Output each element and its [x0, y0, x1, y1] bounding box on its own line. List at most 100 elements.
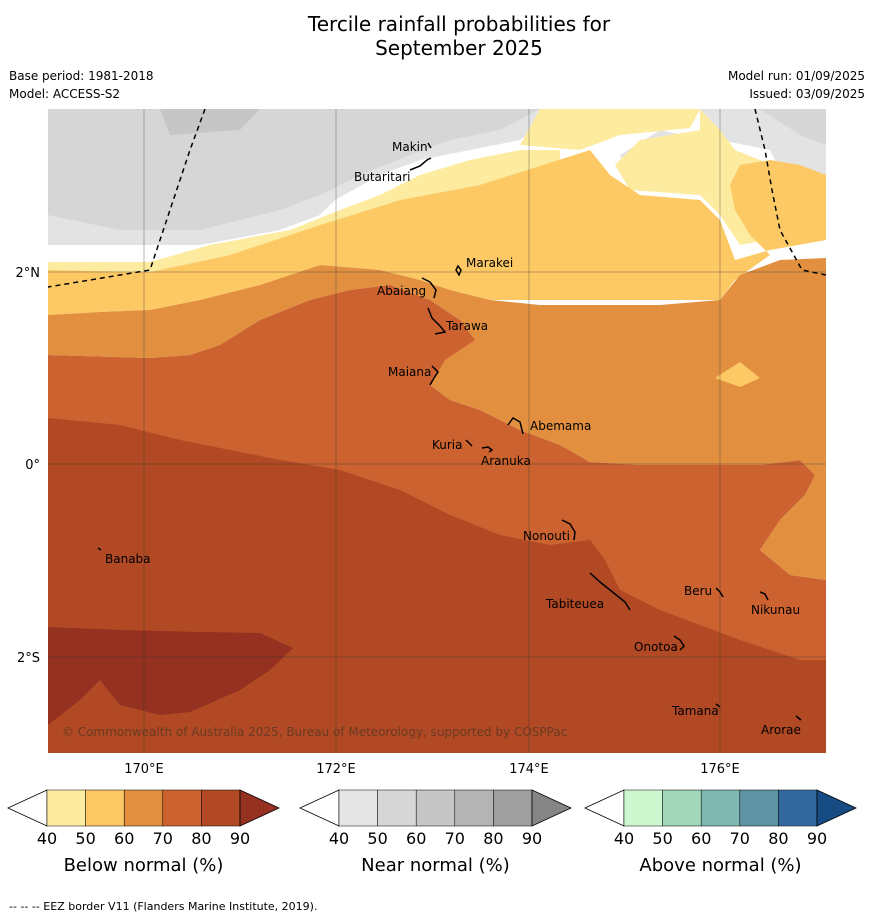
colorbar-segment — [662, 789, 702, 827]
butaritari-island — [409, 157, 432, 171]
colorbar-segment — [700, 789, 741, 827]
colorbar-segment — [778, 789, 818, 827]
tarawa-island — [427, 307, 447, 335]
place-banaba: Banaba — [105, 552, 151, 566]
colorbar-tick-label: 60 — [406, 829, 426, 848]
colorbar-tick-label: 90 — [807, 829, 827, 848]
colorbar-max-extension — [239, 789, 280, 827]
colorbar-tick-label: 40 — [614, 829, 634, 848]
lon-label-174e: 174°E — [509, 762, 549, 777]
colorbar-max-extension — [531, 789, 572, 827]
title-line-1: Tercile rainfall probabilities for — [307, 12, 611, 36]
map-title: Tercile rainfall probabilities for Septe… — [0, 12, 873, 60]
colorbar-tick-label: 90 — [230, 829, 250, 848]
place-arorae: Arorae — [761, 723, 801, 737]
nikunau-island — [759, 591, 769, 601]
colorbar-segment — [415, 789, 456, 827]
colorbar-near-normal: 40 50 60 70 80 90 Near normal (%) — [299, 789, 572, 876]
place-maiana: Maiana — [388, 365, 431, 379]
colorbar-above-normal: 40 50 60 70 80 90 Above normal (%) — [584, 789, 857, 876]
colorbar-segment — [201, 789, 241, 827]
issued-text: Issued: 03/09/2025 — [749, 87, 865, 101]
onotoa-island — [673, 635, 685, 651]
place-tabiteuea: Tabiteuea — [545, 597, 604, 611]
place-aranuka: Aranuka — [481, 454, 531, 468]
aranuka-island — [481, 446, 494, 453]
colorbar-tick-label: 90 — [522, 829, 542, 848]
place-kuria: Kuria — [432, 438, 463, 452]
graticule — [48, 109, 826, 753]
colorbar-min-extension — [584, 789, 625, 827]
lon-label-170e: 170°E — [124, 762, 164, 777]
place-tarawa: Tarawa — [445, 319, 488, 333]
lat-label-0: 0° — [25, 458, 40, 473]
colorbar-tick-label: 60 — [114, 829, 134, 848]
lon-label-176e: 176°E — [700, 762, 740, 777]
colorbar-tick-label: 70 — [730, 829, 750, 848]
tamana-island — [715, 703, 721, 708]
colorbar-min-extension — [299, 789, 340, 827]
maiana-island — [429, 365, 439, 386]
colorbar-min-extension — [7, 789, 48, 827]
model-text: Model: ACCESS-S2 — [9, 87, 121, 101]
colorbar-segment — [493, 789, 533, 827]
beru-island — [715, 587, 724, 598]
place-marakei: Marakei — [466, 256, 513, 270]
place-abaiang: Abaiang — [377, 284, 426, 298]
place-nonouti: Nonouti — [523, 529, 570, 543]
place-tamana: Tamana — [671, 704, 719, 718]
title-line-2: September 2025 — [375, 36, 543, 60]
makin-island — [427, 142, 432, 149]
place-butaritari: Butaritari — [354, 170, 411, 184]
colorbar-tick-label: 70 — [445, 829, 465, 848]
colorbar-segment — [338, 789, 378, 827]
eez-border — [48, 109, 826, 288]
colorbar-segment — [162, 789, 202, 827]
colorbar-tick-label: 60 — [691, 829, 711, 848]
colorbar-segment — [377, 789, 417, 827]
colorbar-segment — [85, 789, 125, 827]
colorbar-max-extension — [816, 789, 857, 827]
eez-footnote: -- -- -- EEZ border V11 (Flanders Marine… — [9, 900, 318, 913]
colorbar-segment — [46, 789, 86, 827]
abemama-island — [507, 417, 524, 435]
place-onotoa: Onotoa — [634, 640, 678, 654]
colorbar-segment — [123, 789, 164, 827]
place-makin: Makin — [392, 140, 428, 154]
marakei-island — [455, 264, 462, 277]
colorbar-tick-label: 50 — [367, 829, 387, 848]
place-nikunau: Nikunau — [751, 603, 800, 617]
colorbar-segment — [454, 789, 494, 827]
colorbar-title: Below normal (%) — [64, 855, 224, 876]
lat-label-2s: 2°S — [17, 651, 40, 666]
colorbar-tick-label: 50 — [75, 829, 95, 848]
colorbar-tick-label: 40 — [37, 829, 57, 848]
abaiang-island — [421, 277, 437, 299]
colorbar-tick-label: 40 — [329, 829, 349, 848]
colorbar-tick-label: 50 — [652, 829, 672, 848]
colorbar-title: Above normal (%) — [639, 855, 801, 876]
tabiteuea-island — [589, 572, 631, 611]
place-beru: Beru — [684, 584, 712, 598]
banaba-island — [97, 547, 102, 551]
colorbar-tick-label: 80 — [483, 829, 503, 848]
below-50-60-region — [48, 150, 826, 315]
colorbar-segment — [739, 789, 779, 827]
colorbar-tick-label: 80 — [768, 829, 788, 848]
colorbar-tick-label: 70 — [153, 829, 173, 848]
place-abemama: Abemama — [530, 419, 591, 433]
island-outlines — [97, 142, 802, 721]
below-60-70-region — [48, 258, 826, 580]
lat-label-2n: 2°N — [16, 266, 41, 281]
arorae-island — [795, 715, 802, 721]
copyright-notice: © Commonwealth of Australia 2025, Bureau… — [62, 725, 567, 739]
colorbar-segment — [623, 789, 663, 827]
lon-label-172e: 172°E — [316, 762, 356, 777]
colorbar-below-normal: 40 50 60 70 80 90 Below normal (%) — [7, 789, 280, 876]
model-run-text: Model run: 01/09/2025 — [727, 69, 865, 83]
kuria-island — [465, 439, 473, 447]
base-period-text: Base period: 1981-2018 — [9, 69, 154, 83]
colorbar-tick-label: 80 — [191, 829, 211, 848]
probability-map: Makin Butaritari Marakei Abaiang Tarawa … — [48, 109, 826, 753]
below-90-region — [48, 627, 293, 725]
